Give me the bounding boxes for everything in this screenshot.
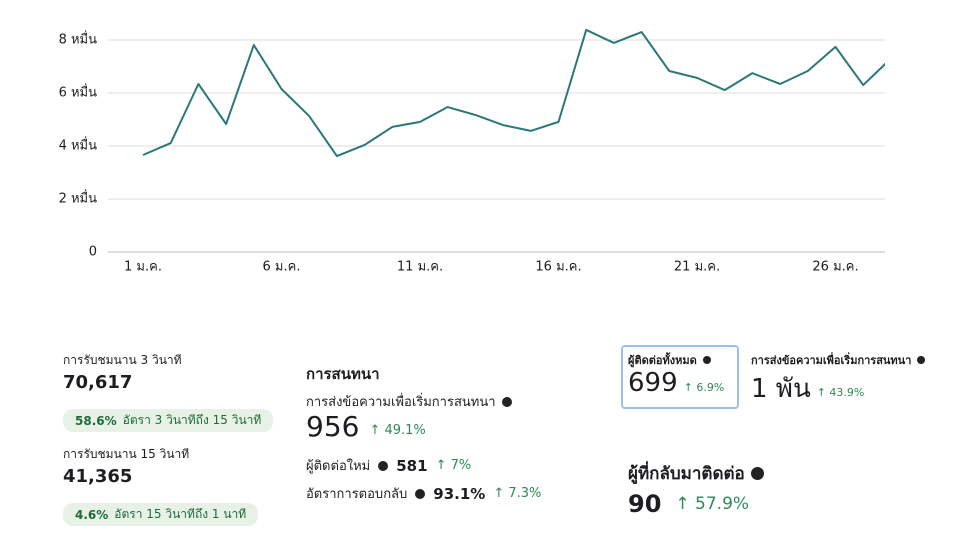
selected-card[interactable] bbox=[621, 345, 739, 409]
metric: 90 ↑ 57.9% bbox=[628, 490, 749, 518]
rate-badge: 58.6% อัตรา 3 วินาทีถึง 15 วินาที bbox=[63, 409, 274, 432]
plot-area bbox=[142, 28, 885, 158]
x-tick-label: 1 ม.ค. bbox=[124, 260, 162, 275]
metric-value: 581 bbox=[396, 456, 428, 475]
metric: 956 ↑ 49.1% bbox=[306, 410, 426, 443]
rate-label: อัตรา 3 วินาทีถึง 15 วินาที bbox=[122, 413, 262, 427]
metric-label: การส่งข้อความเพื่อเริ่มการสนทนา bbox=[306, 391, 512, 412]
metric-label: ผู้ติดต่อทั้งหมด bbox=[628, 351, 711, 369]
change: ↑ 7% bbox=[435, 458, 472, 473]
metric-value: 90 bbox=[628, 490, 662, 518]
info-icon[interactable] bbox=[378, 460, 389, 471]
change: ↑ 6.9% bbox=[683, 380, 725, 394]
label: ผู้ติดต่อใหม่ bbox=[306, 459, 371, 474]
metric-value: 699 bbox=[628, 368, 678, 398]
y-tick-label: 4 หมื่น bbox=[59, 137, 98, 154]
metric-label: การส่งข้อความเพื่อเริ่มการสนทนา bbox=[751, 351, 926, 369]
metric-label: การรับชมนาน 3 วินาที bbox=[63, 353, 182, 367]
info-icon[interactable] bbox=[750, 467, 764, 480]
line-series bbox=[142, 28, 885, 158]
metric-value: 70,617 bbox=[63, 372, 133, 393]
label: ผู้ที่กลับมาติดต่อ bbox=[628, 464, 745, 484]
metric-label: การรับชมนาน 15 วินาที bbox=[63, 447, 190, 461]
metric: 1 พัน ↑ 43.9% bbox=[751, 368, 864, 409]
info-icon[interactable] bbox=[415, 488, 426, 499]
change: ↑ 43.9% bbox=[816, 386, 865, 399]
metric: 699 ↑ 6.9% bbox=[628, 368, 724, 398]
metric: อัตราการตอบกลับ 93.1% ↑ 7.3% bbox=[306, 483, 541, 504]
rate: 58.6% bbox=[75, 413, 117, 428]
y-tick-label: 8 หมื่น bbox=[59, 31, 98, 48]
info-icon[interactable] bbox=[917, 356, 926, 364]
info-icon[interactable] bbox=[702, 356, 711, 364]
x-tick-label: 21 ม.ค. bbox=[674, 260, 720, 275]
metric: ผู้ติดต่อใหม่ 581 ↑ 7% bbox=[306, 455, 471, 476]
rate-label: อัตรา 15 วินาทีถึง 1 นาที bbox=[114, 507, 247, 521]
metric-value: 1 พัน bbox=[751, 374, 811, 404]
metric-value: 41,365 bbox=[63, 466, 133, 487]
change: ↑ 57.9% bbox=[675, 494, 750, 514]
rate: 4.6% bbox=[75, 507, 109, 522]
change: ↑ 7.3% bbox=[493, 486, 542, 501]
change: ↑ 49.1% bbox=[369, 423, 426, 438]
info-icon[interactable] bbox=[501, 396, 512, 407]
rate-badge: 4.6% อัตรา 15 วินาทีถึง 1 นาที bbox=[63, 503, 259, 526]
x-tick-label: 16 ม.ค. bbox=[535, 260, 581, 275]
metric-value: 956 bbox=[306, 410, 360, 443]
y-tick-label: 0 bbox=[89, 245, 97, 260]
label: การส่งข้อความเพื่อเริ่มการสนทนา bbox=[306, 395, 496, 410]
metric-label: ผู้ที่กลับมาติดต่อ bbox=[628, 460, 764, 487]
x-tick-label: 6 ม.ค. bbox=[263, 260, 301, 275]
section-title: การสนทนา bbox=[306, 365, 380, 383]
x-tick-label: 11 ม.ค. bbox=[397, 260, 443, 275]
chart: 0 2 หมื่น 4 หมื่น 6 หมื่น 8 หมื่น 1 ม.ค. 6 ม.ค… bbox=[59, 28, 885, 275]
metric-value: 93.1% bbox=[433, 484, 486, 503]
y-tick-label: 2 หมื่น bbox=[59, 190, 98, 207]
label: อัตราการตอบกลับ bbox=[306, 487, 408, 502]
x-tick-label: 26 ม.ค. bbox=[812, 260, 858, 275]
y-tick-label: 6 หมื่น bbox=[59, 84, 98, 101]
label: ผู้ติดต่อทั้งหมด bbox=[628, 354, 697, 367]
label: การส่งข้อความเพื่อเริ่มการสนทนา bbox=[751, 354, 912, 367]
